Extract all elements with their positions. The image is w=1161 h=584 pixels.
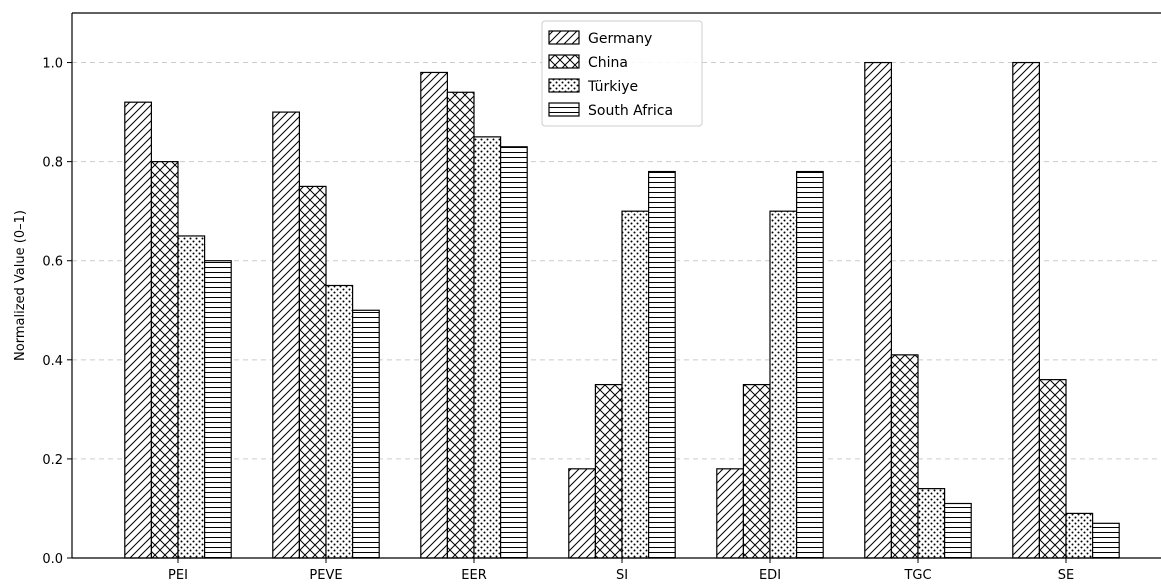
legend-label: China [588, 55, 628, 71]
y-tick-label: 1.0 [42, 57, 63, 72]
legend-label: Germany [588, 31, 652, 47]
bar-south-africa-eer [500, 146, 528, 559]
bar-china-peve [298, 185, 327, 559]
bar-south-africa-peve [352, 309, 380, 559]
bar-south-africa-si [647, 170, 676, 559]
bar-south-africa-pei [204, 260, 232, 559]
bar-germany-eer [420, 71, 448, 559]
bar-t-rkiye-edi [769, 210, 798, 559]
bar-south-africa-se [1091, 522, 1120, 559]
bar-china-tgc [890, 354, 919, 559]
legend-swatch [548, 54, 580, 69]
legend-label: South Africa [588, 103, 673, 119]
bar-t-rkiye-si [621, 210, 650, 559]
x-tick-label: SI [616, 568, 628, 583]
bar-china-edi [742, 383, 771, 559]
y-axis-label: Normalized Value (0–1) [13, 210, 28, 361]
x-tick-label: EDI [759, 568, 781, 583]
tick-labels: 0.0 0.2 0.4 0.6 0.8 1.0 PEI PEVE EER SI EDI TGC SE [42, 57, 1074, 583]
bar-germany-se [1012, 61, 1040, 559]
y-tick-label: 0.4 [42, 354, 63, 369]
bar-t-rkiye-peve [325, 284, 354, 559]
y-tick-label: 0.6 [42, 255, 63, 270]
bar-south-africa-tgc [943, 502, 972, 559]
bar-germany-edi [716, 468, 744, 559]
bar-germany-si [568, 468, 596, 559]
legend-swatch [548, 78, 580, 93]
bar-china-si [594, 383, 623, 559]
bar-germany-peve [272, 111, 300, 559]
y-tick-label: 0.0 [42, 552, 63, 567]
bar-china-pei [150, 161, 179, 559]
bar-germany-tgc [864, 61, 892, 559]
bar-china-eer [446, 91, 475, 559]
bar-germany-pei [124, 101, 153, 559]
legend-label: Türkiye [587, 79, 638, 95]
x-tick-label: SE [1058, 568, 1074, 583]
gridlines [72, 62, 1161, 460]
legend-swatch [548, 102, 580, 117]
bar-south-africa-edi [795, 170, 824, 559]
bar-t-rkiye-tgc [917, 488, 946, 559]
legend-box [541, 20, 703, 127]
bar-t-rkiye-pei [177, 235, 206, 559]
x-tick-label: PEI [168, 568, 188, 583]
x-tick-label: TGC [903, 568, 931, 583]
legend-swatch [548, 30, 580, 45]
legend: Germany China Türkiye South Africa [541, 20, 703, 127]
x-tick-label: EER [461, 568, 486, 583]
y-tick-label: 0.8 [42, 156, 63, 171]
bars [124, 61, 1120, 559]
x-tick-label: PEVE [309, 568, 342, 583]
axes [67, 12, 1161, 563]
bar-t-rkiye-eer [473, 136, 502, 559]
y-tick-label: 0.2 [42, 453, 63, 468]
bar-t-rkiye-se [1065, 512, 1094, 559]
bar-china-se [1038, 379, 1067, 559]
